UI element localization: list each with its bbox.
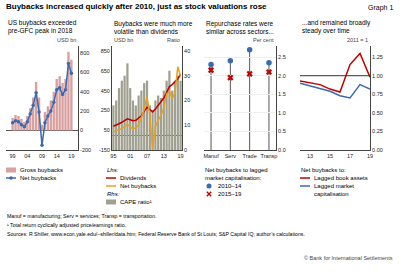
svg-text:0.75: 0.75 (372, 91, 383, 97)
svg-text:¹ Total return cyclically adju: ¹ Total return cyclically adjusted price… (7, 222, 126, 228)
svg-text:Lhs:: Lhs: (107, 167, 119, 173)
svg-text:99: 99 (10, 153, 16, 159)
svg-text:13: 13 (161, 153, 167, 159)
svg-text:1.0: 1.0 (278, 110, 286, 116)
svg-text:0.5: 0.5 (278, 128, 286, 134)
svg-text:Lagged book assets: Lagged book assets (314, 175, 368, 181)
svg-text:400: 400 (80, 89, 89, 95)
svg-text:450: 450 (101, 87, 110, 93)
svg-text:USD bn: USD bn (114, 37, 133, 43)
svg-text:13: 13 (307, 153, 313, 159)
svg-text:600: 600 (80, 69, 89, 75)
svg-text:20: 20 (184, 97, 190, 103)
svg-text:Net buybacks to laggedmarket c: Net buybacks to laggedmarket capitalisat… (205, 167, 268, 181)
svg-text:09: 09 (39, 153, 45, 159)
svg-text:Ratio: Ratio (167, 37, 180, 43)
svg-text:19: 19 (178, 153, 184, 159)
svg-text:850: 850 (101, 48, 110, 54)
svg-text:Transp: Transp (260, 153, 277, 159)
svg-text:10: 10 (184, 122, 190, 128)
svg-text:0: 0 (184, 147, 187, 153)
svg-text:07: 07 (144, 153, 150, 159)
svg-text:-150: -150 (99, 147, 110, 153)
svg-text:800: 800 (80, 50, 89, 56)
svg-text:650: 650 (101, 68, 110, 74)
svg-text:Per cent: Per cent (253, 37, 274, 43)
svg-text:40: 40 (184, 48, 190, 54)
svg-text:0.50: 0.50 (372, 110, 383, 116)
svg-text:0: 0 (80, 127, 83, 133)
svg-text:200: 200 (80, 108, 89, 114)
svg-text:Rhs:: Rhs: (107, 191, 120, 197)
svg-text:250: 250 (101, 107, 110, 113)
svg-text:2015–19: 2015–19 (218, 191, 242, 197)
svg-text:Dividends: Dividends (120, 175, 146, 181)
svg-text:Manuf = manufacturing; Serv =: Manuf = manufacturing; Serv = services; … (7, 213, 157, 219)
svg-text:1.25: 1.25 (372, 54, 383, 60)
svg-text:0.00: 0.00 (372, 147, 383, 153)
svg-text:Buybacks increased quickly aft: Buybacks increased quickly after 2010, j… (6, 2, 267, 11)
svg-text:Trade: Trade (243, 153, 257, 159)
svg-text:95: 95 (110, 153, 116, 159)
svg-text:Sources: R Shiller, www.econ.y: Sources: R Shiller, www.econ.yale.edu/–s… (7, 231, 305, 237)
svg-text:© Bank for International Settl: © Bank for International Settlements (304, 255, 393, 261)
svg-text:2.5: 2.5 (278, 54, 286, 60)
svg-text:-200: -200 (80, 147, 91, 153)
svg-text:Gross buybacks: Gross buybacks (20, 167, 63, 173)
svg-text:14: 14 (54, 153, 60, 159)
svg-text:CAPE ratio¹: CAPE ratio¹ (120, 199, 152, 205)
svg-text:Manuf: Manuf (203, 153, 219, 159)
svg-text:15: 15 (327, 153, 333, 159)
svg-text:0.0: 0.0 (278, 147, 286, 153)
svg-text:19: 19 (367, 153, 373, 159)
svg-text:Net buybacks: Net buybacks (20, 175, 56, 181)
svg-text:50: 50 (104, 127, 110, 133)
svg-text:2010–14: 2010–14 (218, 183, 242, 189)
svg-text:01: 01 (127, 153, 133, 159)
svg-text:2011 = 1: 2011 = 1 (347, 37, 368, 43)
svg-text:Buybacks were much morevolatil: Buybacks were much morevolatile than div… (114, 20, 193, 35)
svg-text:US buybacks exceededpre-GFC pe: US buybacks exceededpre-GFC peak in 2018 (8, 19, 77, 35)
svg-text:USD bn: USD bn (57, 37, 76, 43)
svg-text:1.00: 1.00 (372, 73, 383, 79)
svg-text:2.0: 2.0 (278, 73, 286, 79)
svg-text:17: 17 (347, 153, 353, 159)
svg-text:Graph 1: Graph 1 (368, 4, 393, 12)
svg-text:Repurchase rates weresimilar a: Repurchase rates weresimilar across sect… (206, 20, 274, 35)
svg-text:Net buybacks: Net buybacks (120, 183, 156, 189)
svg-text:Lagged marketcapitalisation: Lagged marketcapitalisation (314, 183, 354, 197)
svg-text:1.5: 1.5 (278, 91, 286, 97)
svg-text:19: 19 (68, 153, 74, 159)
svg-text:...and remained broadlysteady: ...and remained broadlysteady over time (302, 19, 371, 35)
svg-text:Serv: Serv (225, 153, 237, 159)
svg-text:Net buybacks to:: Net buybacks to: (301, 167, 346, 173)
svg-text:0.25: 0.25 (372, 128, 383, 134)
svg-text:30: 30 (184, 73, 190, 79)
svg-text:04: 04 (24, 153, 30, 159)
